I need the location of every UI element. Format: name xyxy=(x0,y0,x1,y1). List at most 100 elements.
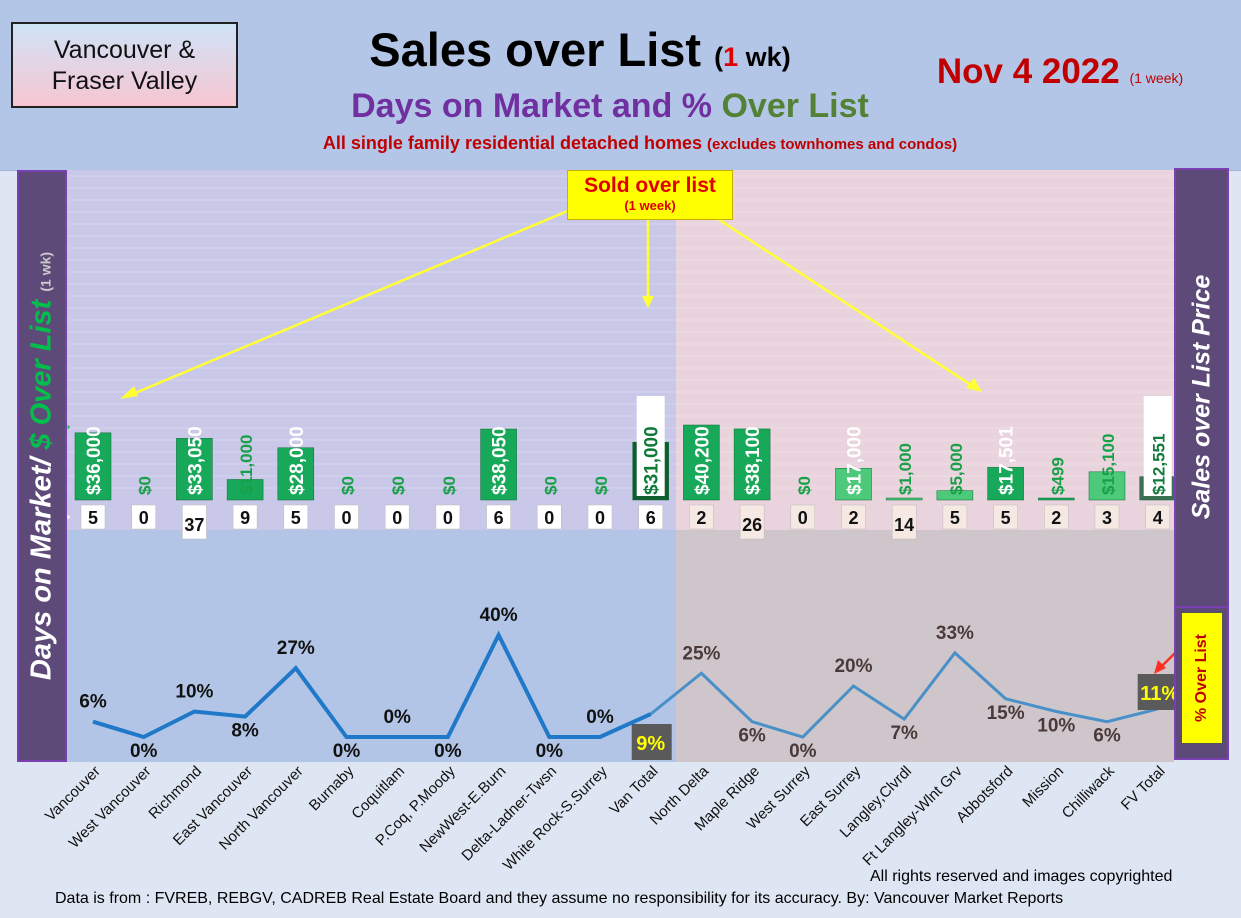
category-label: FV Total xyxy=(1118,763,1169,814)
dom-value: 3 xyxy=(1102,508,1112,528)
value-label-background xyxy=(1143,396,1172,496)
bar-value-label: $499 xyxy=(1048,457,1067,495)
pct-line-van xyxy=(92,630,652,740)
dom-box xyxy=(182,504,207,540)
pct-over-list-label-box: % Over List xyxy=(1181,612,1223,744)
dom-value: 0 xyxy=(139,508,149,528)
pct-value-label: 11% xyxy=(1140,683,1179,705)
dom-box xyxy=(80,504,106,530)
dom-box xyxy=(232,504,258,530)
dom-box xyxy=(891,504,917,540)
pct-value-label: 0% xyxy=(789,741,817,762)
bar xyxy=(277,447,315,501)
pct-value-label: 15% xyxy=(987,703,1025,724)
dom-box xyxy=(435,504,461,530)
bar-value-label: $17,000 xyxy=(845,426,866,495)
dom-value: 2 xyxy=(1051,508,1061,528)
bar-value-label: $11,000 xyxy=(237,434,256,495)
dom-box xyxy=(1094,504,1120,530)
bar xyxy=(74,432,112,501)
callout-arrowhead-down xyxy=(642,296,654,308)
right-axis-label: Sales over List Price xyxy=(1187,274,1215,520)
bar-value-label: $36,000 xyxy=(84,426,105,495)
dom-value: 4 xyxy=(1153,508,1163,528)
pct-value-label: 0% xyxy=(383,707,411,728)
bar xyxy=(176,438,213,501)
dom-value: 0 xyxy=(798,508,808,528)
bar xyxy=(987,467,1024,501)
bar-value-label: $33,050 xyxy=(185,426,206,495)
dom-box xyxy=(993,504,1018,530)
pct-value-label: 0% xyxy=(434,741,462,762)
category-label: Delta-Ladner-Twsn xyxy=(458,763,560,865)
pct-value-label: 0% xyxy=(536,741,564,762)
pct-value-label: 8% xyxy=(231,721,259,742)
pct-value-label: 0% xyxy=(586,707,614,728)
bar xyxy=(1088,471,1126,501)
pct-value-label: 6% xyxy=(79,692,107,713)
pct-over-list-label: % Over List xyxy=(1193,633,1210,723)
bar-value-label: $0 xyxy=(389,476,408,495)
pct-value-label: 10% xyxy=(1037,716,1075,737)
bar-value-label: $17,501 xyxy=(997,426,1018,495)
bar-value-label: $38,050 xyxy=(490,426,511,495)
region-line2: Fraser Valley xyxy=(51,67,198,95)
dom-value: 0 xyxy=(392,508,402,528)
dom-box xyxy=(486,504,511,530)
dom-box xyxy=(841,504,866,530)
bar-value-label: $31,000 xyxy=(642,426,663,495)
dom-value: 2 xyxy=(848,508,858,528)
bar-value-label: $40,200 xyxy=(692,426,713,495)
pct-line-fv xyxy=(649,650,1159,739)
bar-value-label: $5,000 xyxy=(947,443,966,495)
bar-value-label: $0 xyxy=(440,476,459,495)
dom-value: 0 xyxy=(341,508,351,528)
callout-arrowhead-right xyxy=(966,378,982,392)
category-label: NewWest-E.Burn xyxy=(416,763,509,856)
bar xyxy=(936,490,974,501)
bar xyxy=(835,468,872,501)
pct-value-label: 10% xyxy=(175,682,213,703)
region-box: Vancouver & Fraser Valley xyxy=(11,22,238,108)
dom-value: 6 xyxy=(646,508,656,528)
dom-value: 9 xyxy=(240,508,250,528)
dom-box xyxy=(537,504,562,530)
dom-box xyxy=(587,504,613,530)
dom-box xyxy=(334,504,359,530)
region-line1: Vancouver & xyxy=(53,36,196,64)
left-axis-panel: Days on Market/ $ Over List (1 wk) xyxy=(17,170,67,762)
pct-value-label: 6% xyxy=(738,726,766,747)
bar xyxy=(480,428,517,501)
value-label-background xyxy=(636,396,665,496)
dom-value: 2 xyxy=(696,508,706,528)
dom-box xyxy=(689,504,714,530)
bar-value-label: $15,100 xyxy=(1099,434,1118,495)
dom-value: 37 xyxy=(184,515,204,535)
callout-arrow-right xyxy=(711,213,975,389)
dom-value: 5 xyxy=(88,508,98,528)
dom-box xyxy=(638,504,663,530)
dom-value: 0 xyxy=(544,508,554,528)
dom-value: 5 xyxy=(291,508,301,528)
chart-title: Sales over List (1 wk) xyxy=(369,23,791,76)
sold-over-list-callout: Sold over list (1 week) xyxy=(567,170,733,220)
dom-value: 14 xyxy=(894,515,914,535)
dom-box xyxy=(790,504,816,530)
bar xyxy=(733,428,771,501)
pct-value-label: 0% xyxy=(333,741,361,762)
bar-value-label: $0 xyxy=(339,476,358,495)
category-label: Burnaby xyxy=(306,762,358,814)
bar-value-label: $0 xyxy=(795,476,814,495)
bar xyxy=(226,479,264,501)
left-axis-label: Days on Market/ $ Over List (1 wk) xyxy=(25,251,58,681)
pct-value-label: 25% xyxy=(682,643,720,664)
dom-value: 0 xyxy=(443,508,453,528)
dom-box xyxy=(942,504,968,530)
copyright-note: All rights reserved and images copyright… xyxy=(870,868,1173,885)
dom-value: 26 xyxy=(742,515,762,535)
dom-value: 6 xyxy=(494,508,504,528)
pct-pointer-arrowhead xyxy=(1154,660,1166,674)
dom-value: 5 xyxy=(1001,508,1011,528)
dom-value: 0 xyxy=(595,508,605,528)
